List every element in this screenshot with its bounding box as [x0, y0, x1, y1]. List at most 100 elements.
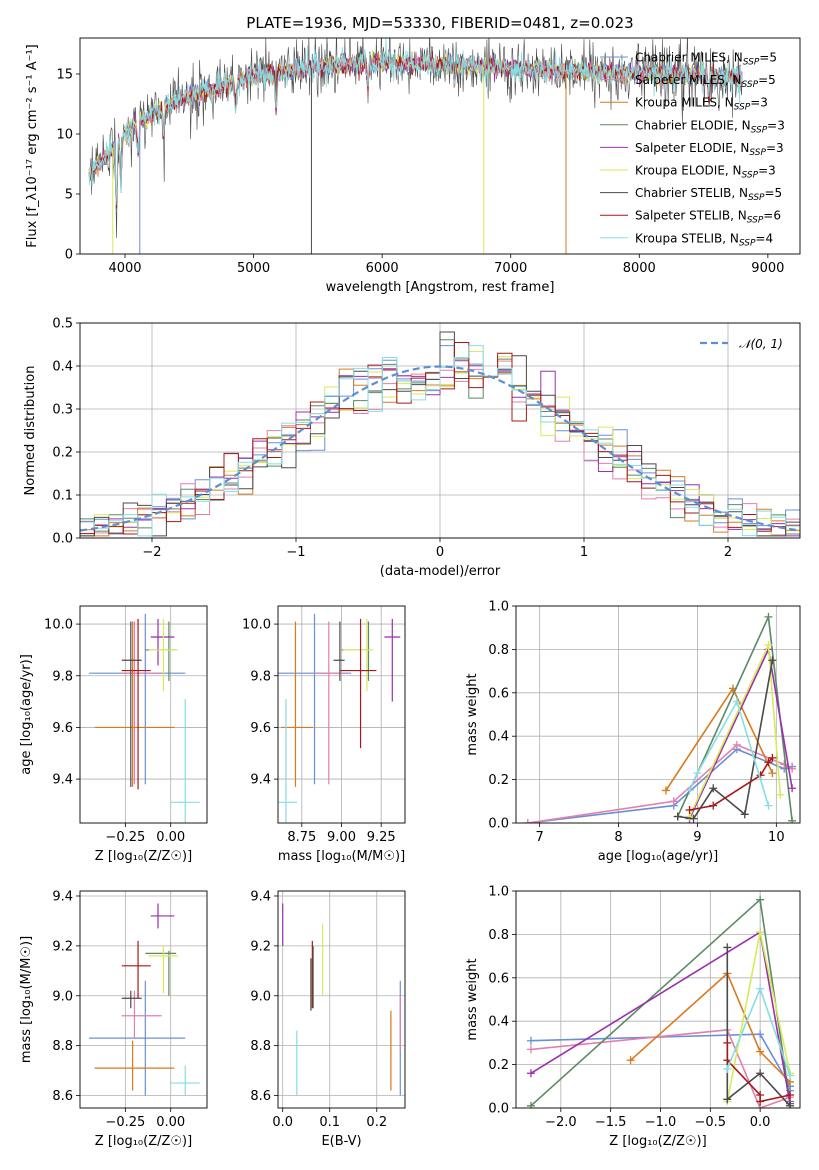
- weight-marker: [756, 1097, 765, 1106]
- legend: Chabrier MILES, NSSP=5 Salpeter MILES, NS…: [600, 51, 785, 248]
- grid: [80, 891, 207, 1108]
- axes-frame: [277, 605, 406, 824]
- legend-label: Salpeter ELODIE, NSSP=3: [635, 141, 784, 158]
- weight-marker: [788, 784, 797, 793]
- weight-marker: [764, 758, 773, 767]
- x-tick-label: 6000: [366, 261, 399, 276]
- weight-line-kroupa-miles: [665, 686, 774, 791]
- spectrum-line-salpeter-stelib: [88, 49, 743, 209]
- x-tick-label: 2: [724, 545, 732, 560]
- errorbar-chabrier-elodie: [145, 950, 177, 996]
- x-tick-label: −1.5: [595, 1115, 627, 1130]
- axes-frame: [79, 605, 208, 824]
- y-tick-label: 9.4: [250, 889, 271, 904]
- y-tick-label: 0.4: [488, 1015, 509, 1030]
- errorbar-kroupa-miles: [94, 621, 175, 787]
- plot-area: [523, 612, 797, 823]
- errorbar-kroupa-elodie: [343, 618, 374, 692]
- x-axis-label: Z [log₁₀(Z/Z☉)]: [609, 1134, 706, 1149]
- weight-marker: [723, 1095, 732, 1104]
- x-tick-label: 8: [614, 830, 622, 845]
- legend-label: Kroupa ELODIE, NSSP=3: [635, 164, 776, 181]
- plot-area: [80, 331, 800, 537]
- plot-area: [282, 903, 401, 1096]
- y-tick-label: 15: [56, 68, 73, 83]
- x-tick-label: −2.0: [545, 1115, 577, 1130]
- y-tick-label: 9.4: [52, 889, 73, 904]
- axes-frame: [79, 37, 801, 255]
- axes-frame: [79, 890, 208, 1109]
- weight-marker: [526, 1069, 535, 1078]
- y-axis-label: mass weight: [465, 673, 480, 755]
- y-tick-label: 0.2: [52, 446, 73, 461]
- x-axis-label: Z [log₁₀(Z/Z☉)]: [95, 849, 192, 864]
- weight-marker: [776, 790, 785, 799]
- y-tick-label: 9.8: [250, 669, 271, 684]
- x-tick-label: −0.25: [105, 830, 145, 845]
- legend-label: Kroupa STELIB, NSSP=4: [635, 231, 773, 248]
- y-axis-label: Normed distribution: [23, 366, 38, 496]
- weight-marker: [786, 1071, 795, 1080]
- weight-marker: [723, 1064, 732, 1073]
- x-tick-label: 0.0: [750, 1115, 771, 1130]
- weight-marker: [689, 814, 698, 823]
- y-tick-label: 9.2: [250, 939, 271, 954]
- weight-marker: [756, 1047, 765, 1056]
- weight-marker: [764, 612, 773, 621]
- axes-frame: [79, 322, 801, 539]
- weight-marker: [685, 786, 694, 795]
- plot-area: [278, 613, 401, 823]
- legend-label: Kroupa MILES, NSSP=3: [635, 96, 768, 113]
- weight-marker: [756, 1069, 765, 1078]
- x-tick-label: 9: [693, 830, 701, 845]
- weight-marker: [786, 1090, 795, 1099]
- weight-marker: [764, 641, 773, 650]
- y-tick-label: 0.8: [488, 928, 509, 943]
- errorbar-salpeter-stelib: [121, 618, 151, 790]
- x-tick-label: 0.00: [156, 1115, 185, 1130]
- x-tick-label: 0: [436, 545, 444, 560]
- panel-mass_vs_Z: −0.25 0.00 8.6 8.8 9.0 9.2 9.4 Z [log₁₀(Z/Z☉)] m…: [19, 889, 208, 1149]
- y-tick-label: 9.0: [52, 989, 73, 1004]
- weight-marker: [786, 1101, 795, 1108]
- y-tick-label: 9.4: [52, 773, 73, 788]
- y-tick-label: 0.0: [52, 532, 73, 547]
- y-tick-label: 8.8: [250, 1039, 271, 1054]
- plot-area: [526, 895, 795, 1108]
- axes-frame: [515, 890, 801, 1109]
- y-axis-label: mass weight: [465, 958, 480, 1040]
- weight-marker: [723, 943, 732, 952]
- panel-weight_vs_Z: −2.0 −1.5 −1.0 −0.5 0.0 0.0 0.2 0.4 0.6 0.8 1.0 Z […: [465, 885, 801, 1149]
- panel-spectrum: 4000 5000 6000 7000 8000 9000 0 5 10 15 wavelength…: [25, 37, 801, 295]
- weight-marker: [756, 928, 765, 937]
- errorbar-salpeter-elodie: [150, 903, 175, 929]
- y-tick-label: 0.3: [52, 403, 73, 418]
- errorbar-chabrier-miles: [89, 980, 186, 1096]
- y-axis-label: Flux [f_λ10⁻¹⁷ erg cm⁻² s⁻¹ A⁻¹]: [25, 44, 40, 248]
- x-tick-label: 9.25: [367, 830, 396, 845]
- grid: [278, 606, 405, 823]
- y-tick-label: 9.2: [52, 939, 73, 954]
- errorbar-kroupa-stelib: [170, 699, 200, 823]
- weight-line-kroupa-miles: [630, 972, 791, 1083]
- legend-label: Chabrier MILES, NSSP=5: [635, 51, 777, 68]
- y-tick-label: 1.0: [488, 885, 509, 900]
- figure-title: PLATE=1936, MJD=53330, FIBERID=0481, z=0…: [246, 14, 633, 32]
- x-tick-label: 0.00: [156, 830, 185, 845]
- y-tick-label: 8.6: [52, 1089, 73, 1104]
- weight-marker: [526, 1036, 535, 1045]
- weight-marker: [780, 760, 789, 769]
- x-tick-label: 8.75: [287, 830, 316, 845]
- weight-line-chabrier-stelib: [726, 947, 791, 1107]
- x-tick-label: −0.25: [105, 1115, 145, 1130]
- x-tick-label: 9000: [751, 261, 784, 276]
- x-tick-label: −1.0: [645, 1115, 677, 1130]
- gaussian-curve: [80, 365, 800, 532]
- weight-line-kroupa-stelib: [688, 699, 770, 806]
- y-tick-label: 0.0: [488, 1102, 509, 1117]
- y-tick-label: 0.4: [488, 730, 509, 745]
- x-axis-label: Z [log₁₀(Z/Z☉)]: [95, 1134, 192, 1149]
- weight-marker: [693, 769, 702, 778]
- y-tick-label: 0.5: [52, 317, 73, 332]
- weight-marker: [756, 895, 765, 904]
